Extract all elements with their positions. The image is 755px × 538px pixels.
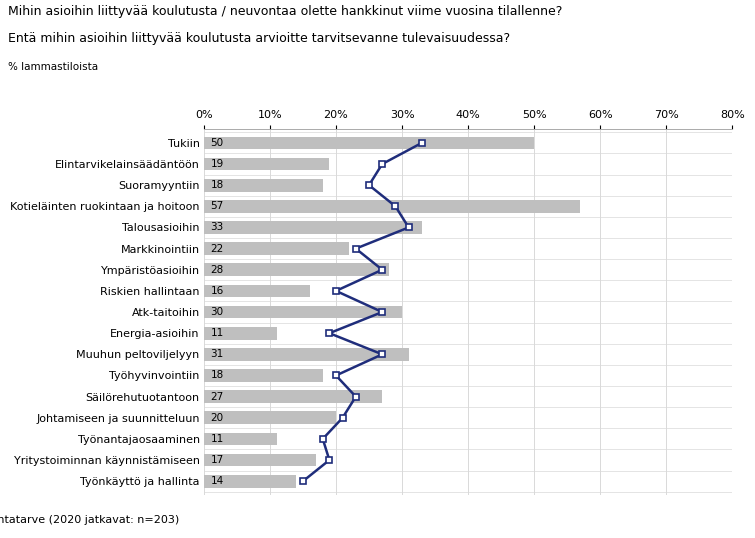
Text: 11: 11 xyxy=(211,434,223,444)
Bar xyxy=(204,475,297,487)
Text: 22: 22 xyxy=(211,244,223,253)
Text: 19: 19 xyxy=(211,159,223,169)
Text: 28: 28 xyxy=(211,265,223,275)
Text: 17: 17 xyxy=(211,455,223,465)
Bar xyxy=(204,412,336,424)
Text: 11: 11 xyxy=(211,328,223,338)
Text: 31: 31 xyxy=(211,349,223,359)
Legend: Aiempi koulutus (n=263), Koulutus-/neuvontatarve (2020 jatkavat: n=203): Aiempi koulutus (n=263), Koulutus-/neuvo… xyxy=(0,515,179,525)
Bar xyxy=(204,433,276,445)
Text: Mihin asioihin liittyvää koulutusta / neuvontaa olette hankkinut viime vuosina t: Mihin asioihin liittyvää koulutusta / ne… xyxy=(8,5,562,18)
Text: 27: 27 xyxy=(211,392,223,402)
Bar xyxy=(204,264,389,276)
Text: % lammastiloista: % lammastiloista xyxy=(8,62,97,72)
Text: 57: 57 xyxy=(211,201,223,211)
Bar xyxy=(204,179,323,192)
Text: 16: 16 xyxy=(211,286,223,296)
Bar xyxy=(204,348,408,360)
Text: 30: 30 xyxy=(211,307,223,317)
Text: Entä mihin asioihin liittyvää koulutusta arvioitte tarvitsevanne tulevaisuudessa: Entä mihin asioihin liittyvää koulutusta… xyxy=(8,32,510,45)
Bar xyxy=(204,200,581,213)
Text: 14: 14 xyxy=(211,476,223,486)
Bar xyxy=(204,454,316,466)
Bar xyxy=(204,306,402,318)
Bar xyxy=(204,158,329,171)
Bar xyxy=(204,390,382,403)
Bar xyxy=(204,221,422,234)
Bar xyxy=(204,242,349,255)
Text: 18: 18 xyxy=(211,180,223,190)
Bar xyxy=(204,137,535,149)
Text: 20: 20 xyxy=(211,413,223,423)
Text: 33: 33 xyxy=(211,222,223,232)
Text: 18: 18 xyxy=(211,371,223,380)
Bar xyxy=(204,285,310,297)
Bar xyxy=(204,327,276,339)
Bar xyxy=(204,369,323,382)
Text: 50: 50 xyxy=(211,138,223,148)
